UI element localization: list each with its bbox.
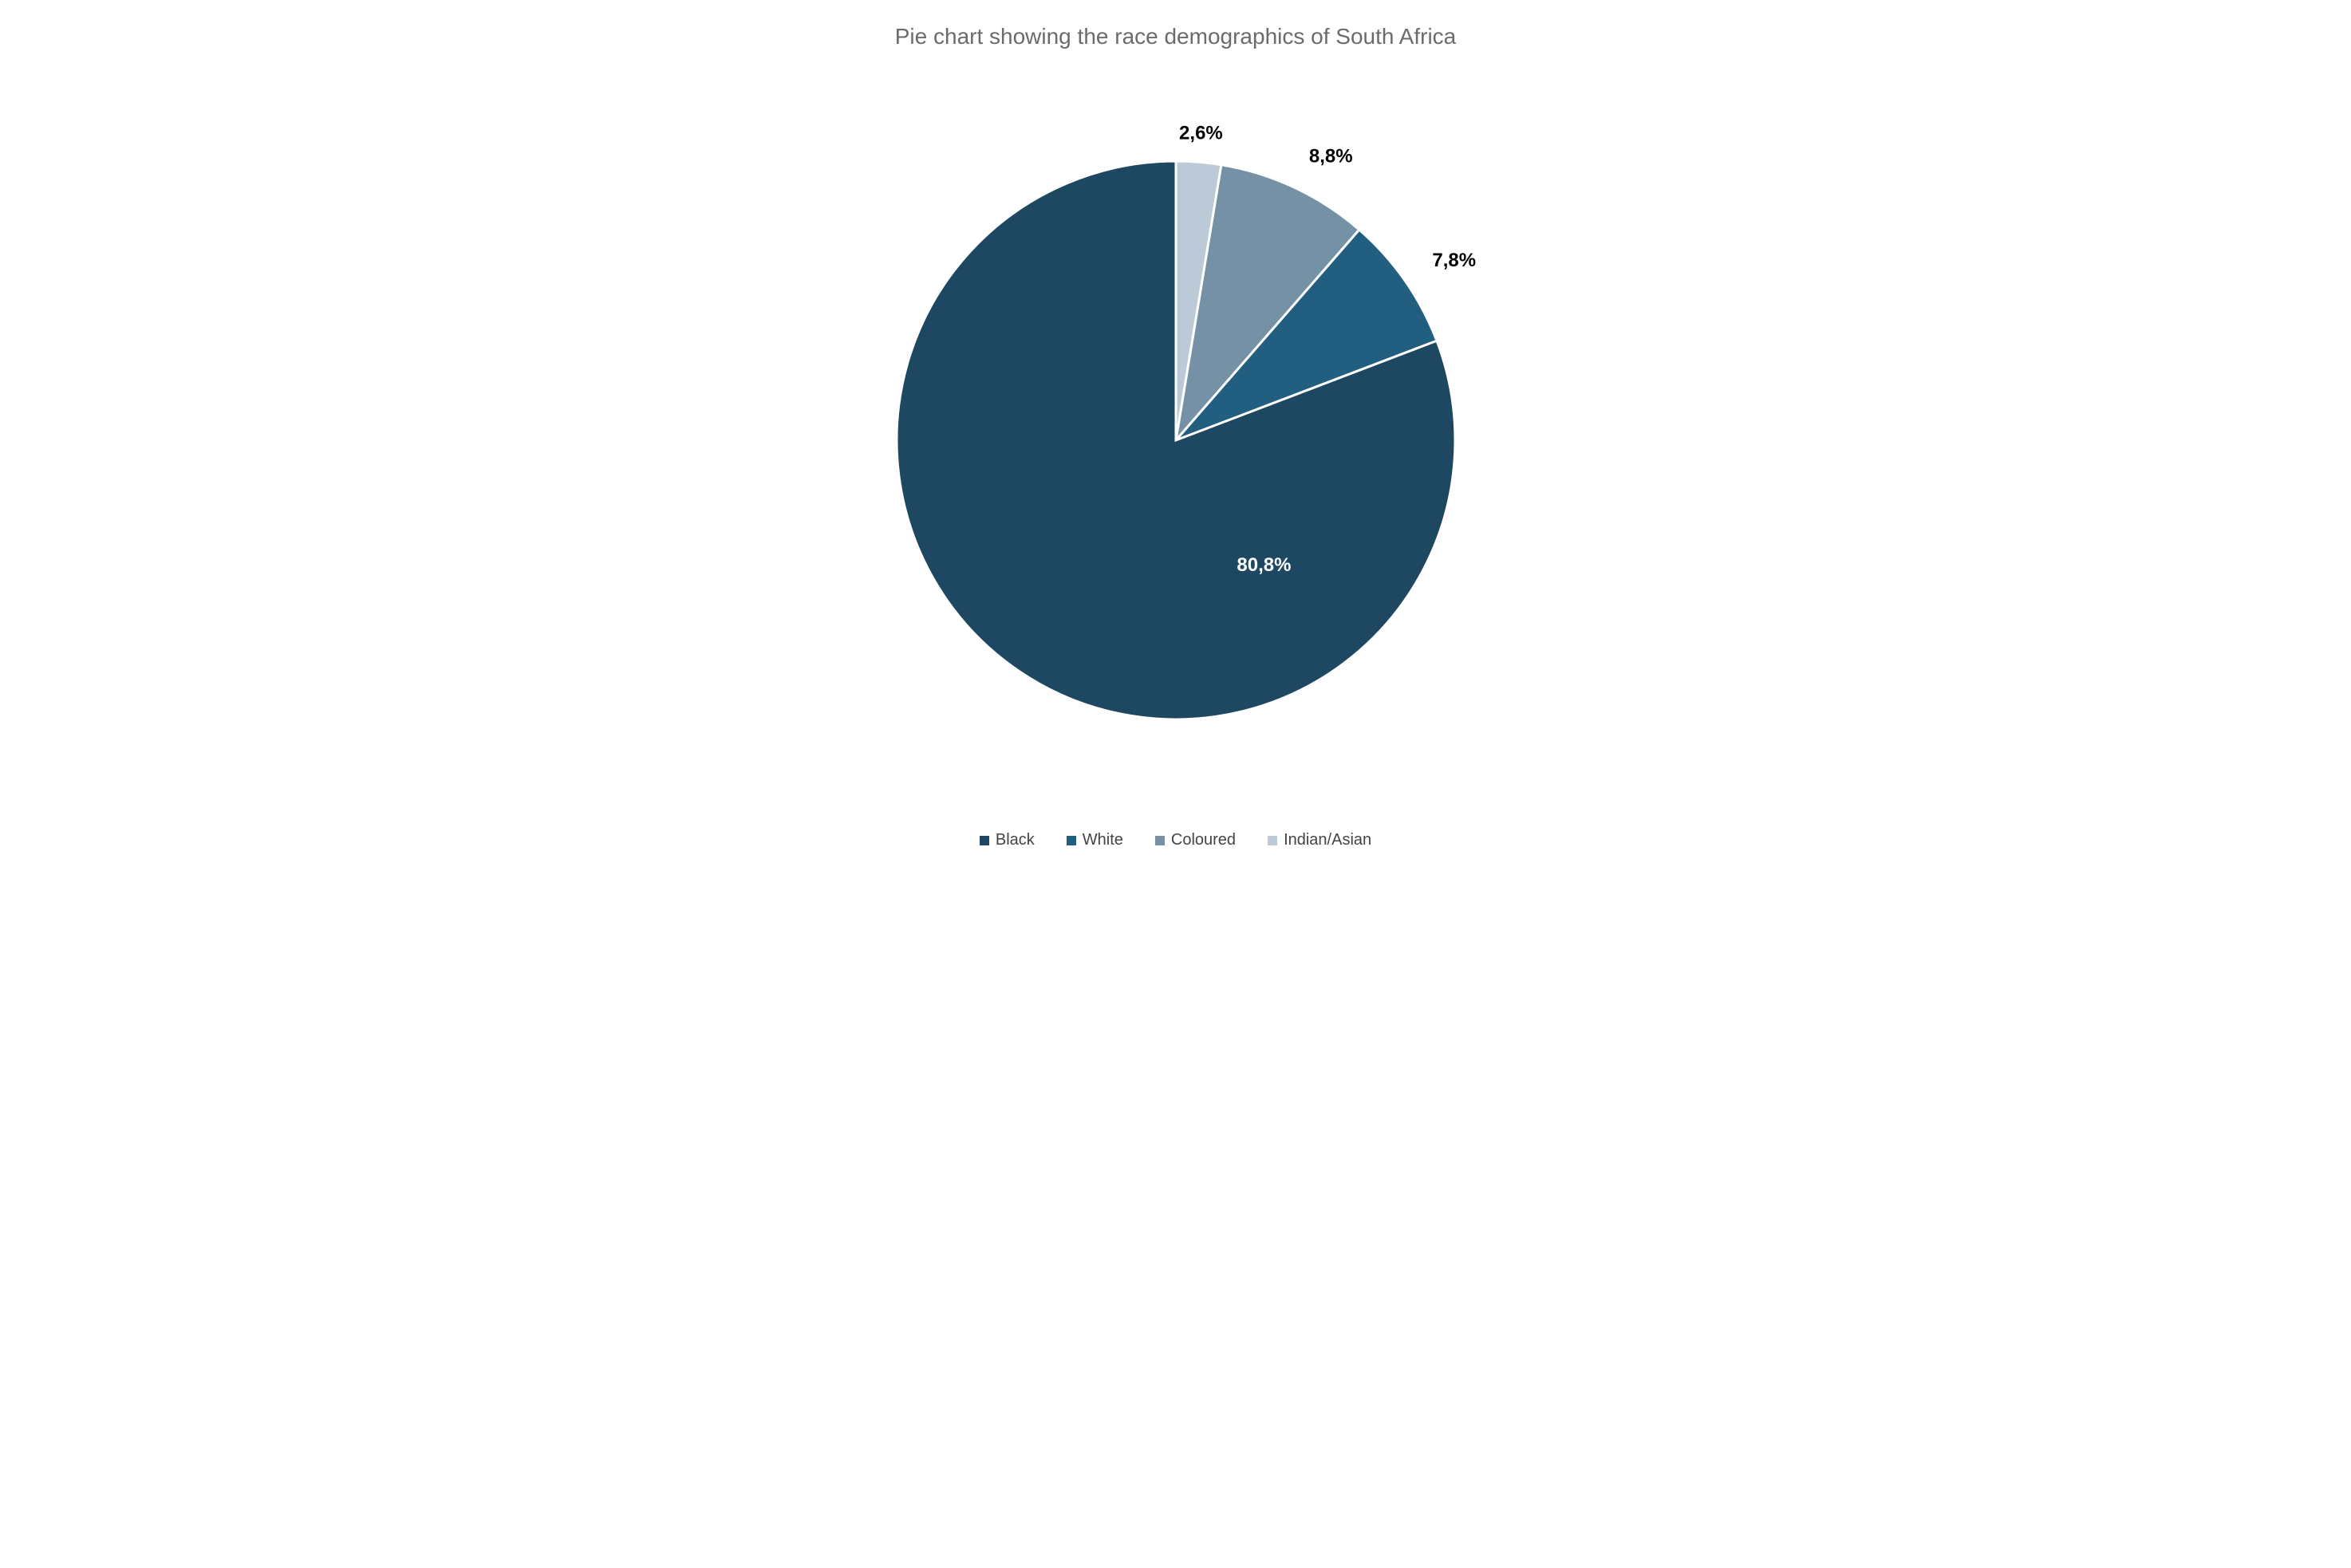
legend-label: Coloured: [1171, 831, 1236, 849]
legend-swatch: [1067, 836, 1076, 845]
legend-swatch: [1155, 836, 1165, 845]
pie-area: 2,6% 8,8% 7,8% 80,8%: [649, 65, 1702, 815]
legend-swatch: [980, 836, 989, 845]
chart-title: Pie chart showing the race demographics …: [649, 24, 1702, 49]
legend-label: Black: [996, 831, 1035, 849]
slice-label-white: 7,8%: [1432, 250, 1476, 271]
legend-item-white: White: [1067, 831, 1123, 849]
legend-item-indian-asian: Indian/Asian: [1268, 831, 1371, 849]
slice-label-black: 80,8%: [1237, 554, 1291, 576]
legend: Black White Coloured Indian/Asian: [649, 831, 1702, 849]
legend-item-black: Black: [980, 831, 1035, 849]
legend-swatch: [1268, 836, 1277, 845]
legend-label: White: [1083, 831, 1123, 849]
legend-item-coloured: Coloured: [1155, 831, 1236, 849]
slice-label-coloured: 8,8%: [1308, 146, 1352, 167]
slice-label-indian-asian: 2,6%: [1179, 123, 1223, 144]
pie-svg: 2,6% 8,8% 7,8% 80,8%: [801, 65, 1551, 815]
chart-container: Pie chart showing the race demographics …: [633, 0, 1718, 873]
legend-label: Indian/Asian: [1284, 831, 1371, 849]
